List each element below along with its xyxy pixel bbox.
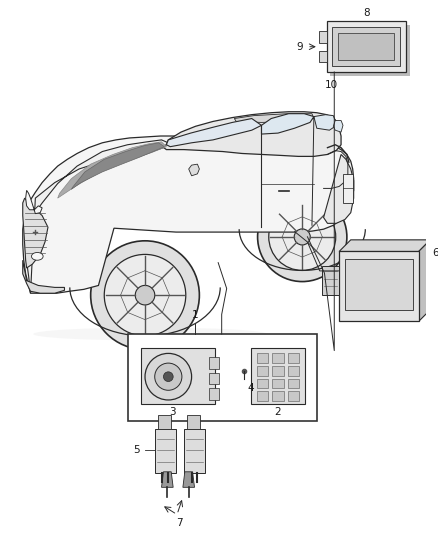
- Bar: [257, 391, 268, 401]
- Circle shape: [155, 363, 182, 390]
- Text: 7: 7: [176, 519, 182, 528]
- Circle shape: [294, 229, 310, 245]
- Polygon shape: [324, 155, 353, 223]
- Ellipse shape: [33, 328, 267, 341]
- Bar: [319, 31, 326, 43]
- Polygon shape: [162, 472, 173, 487]
- Text: 1: 1: [191, 310, 198, 320]
- Bar: [257, 353, 268, 363]
- Text: 9: 9: [296, 42, 303, 52]
- Polygon shape: [162, 112, 341, 156]
- Text: 4: 4: [248, 383, 254, 392]
- Bar: [288, 353, 299, 363]
- Bar: [272, 366, 284, 376]
- Polygon shape: [183, 472, 194, 487]
- Circle shape: [258, 192, 347, 281]
- Text: 6: 6: [432, 248, 438, 257]
- Bar: [330, 26, 410, 76]
- Circle shape: [135, 285, 155, 305]
- Polygon shape: [25, 140, 168, 293]
- Circle shape: [145, 353, 191, 400]
- Bar: [326, 21, 406, 72]
- Polygon shape: [26, 190, 42, 214]
- Text: 2: 2: [275, 407, 281, 417]
- Bar: [158, 415, 171, 429]
- Polygon shape: [71, 143, 164, 189]
- Bar: [257, 366, 268, 376]
- Polygon shape: [339, 240, 431, 252]
- Bar: [343, 174, 353, 203]
- Bar: [155, 429, 176, 473]
- Bar: [288, 391, 299, 401]
- Polygon shape: [189, 164, 199, 176]
- Circle shape: [269, 204, 336, 270]
- Bar: [272, 391, 284, 401]
- Bar: [319, 51, 326, 62]
- Circle shape: [104, 254, 186, 336]
- Bar: [332, 27, 400, 66]
- Ellipse shape: [32, 253, 43, 260]
- Bar: [209, 389, 219, 400]
- Bar: [127, 334, 317, 421]
- Text: 10: 10: [325, 80, 338, 90]
- Circle shape: [163, 372, 173, 382]
- Text: 3: 3: [169, 407, 176, 417]
- Bar: [209, 357, 219, 369]
- Bar: [257, 378, 268, 389]
- Polygon shape: [58, 142, 166, 198]
- Bar: [251, 348, 305, 404]
- Polygon shape: [23, 136, 353, 293]
- Text: 5: 5: [134, 446, 140, 455]
- Bar: [338, 33, 395, 60]
- Polygon shape: [419, 240, 431, 321]
- Bar: [272, 353, 284, 363]
- Bar: [288, 366, 299, 376]
- Polygon shape: [23, 198, 48, 268]
- Bar: [345, 259, 413, 310]
- Polygon shape: [333, 120, 343, 132]
- Text: 8: 8: [363, 7, 370, 18]
- Bar: [184, 429, 205, 473]
- Bar: [141, 348, 215, 404]
- Bar: [209, 373, 219, 384]
- Polygon shape: [166, 118, 261, 147]
- Bar: [187, 415, 200, 429]
- Polygon shape: [314, 115, 335, 130]
- Polygon shape: [261, 114, 314, 134]
- Bar: [321, 266, 339, 295]
- Bar: [339, 252, 419, 321]
- Polygon shape: [23, 260, 64, 293]
- Polygon shape: [234, 114, 314, 123]
- Bar: [288, 378, 299, 389]
- Circle shape: [91, 241, 199, 350]
- Bar: [272, 378, 284, 389]
